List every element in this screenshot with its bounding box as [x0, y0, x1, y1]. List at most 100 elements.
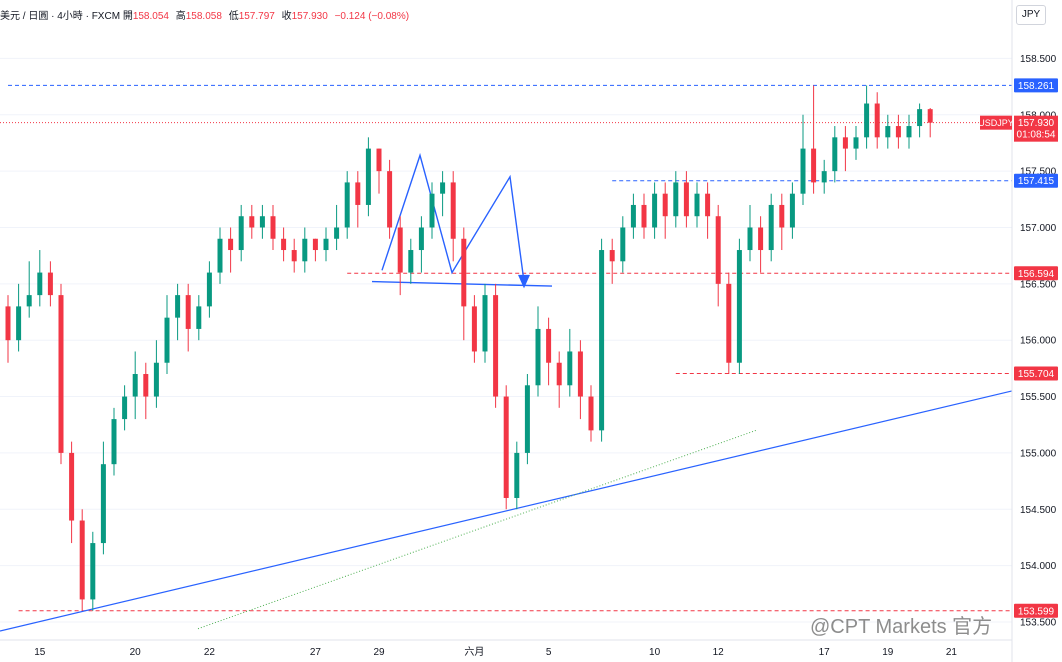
key-level-label: 153.599	[1018, 606, 1055, 617]
time-tick-label: 27	[310, 647, 322, 658]
candle-body	[408, 250, 414, 273]
candle	[768, 193, 774, 262]
candle-body	[334, 227, 340, 239]
candle	[26, 261, 32, 318]
candle-body	[630, 204, 636, 228]
candle-body	[885, 126, 891, 138]
candle-body	[789, 193, 795, 228]
candle-body	[461, 238, 467, 307]
candle-body	[662, 193, 668, 217]
time-tick-label: 21	[946, 647, 958, 658]
candle	[482, 283, 488, 363]
candle	[577, 340, 583, 420]
candle	[609, 238, 615, 284]
watermark: @CPT Markets 官方	[810, 610, 992, 639]
candle-body	[577, 351, 583, 397]
candle-body	[895, 126, 901, 138]
candle-body	[747, 227, 753, 251]
candle	[927, 108, 933, 138]
candle	[206, 261, 212, 318]
candle-body	[673, 182, 679, 217]
candle-body	[5, 306, 11, 341]
time-tick-label: 19	[882, 647, 894, 658]
candle	[630, 193, 636, 239]
timeframe[interactable]: 4小時	[57, 11, 83, 22]
candle	[853, 126, 859, 160]
close-value: 157.930	[291, 11, 328, 22]
candle-body	[228, 238, 234, 251]
candle	[100, 441, 106, 555]
high-label: 高	[175, 11, 186, 22]
candle-body	[514, 452, 520, 498]
candle-body	[47, 272, 53, 296]
low-label: 低	[228, 11, 239, 22]
candle-body	[100, 464, 106, 544]
drawings	[0, 152, 1013, 632]
low-value: 157.797	[238, 11, 275, 22]
candle	[747, 204, 753, 262]
currency-button[interactable]: JPY	[1016, 5, 1046, 25]
candle	[132, 351, 138, 420]
candle	[917, 103, 923, 138]
time-tick-label: 17	[819, 647, 831, 658]
candle-body	[376, 148, 382, 172]
key-level-label: 158.261	[1018, 81, 1055, 92]
candle	[662, 182, 668, 239]
candle-body	[503, 396, 509, 498]
price-tick-label: 156.500	[1020, 279, 1057, 290]
candle-body	[397, 227, 403, 273]
candle	[599, 238, 605, 442]
candle	[5, 295, 11, 363]
candle-body	[281, 238, 287, 251]
double-top-pattern	[381, 152, 525, 282]
candle-body	[842, 137, 848, 149]
candle	[323, 227, 329, 262]
candle-body	[111, 419, 117, 465]
candle-body	[652, 193, 658, 228]
candle	[567, 328, 573, 397]
candle-body	[588, 396, 594, 431]
grid	[0, 57, 1012, 623]
candle-body	[768, 204, 774, 251]
candle-body	[164, 317, 170, 363]
candle-body	[620, 227, 626, 262]
candle-body	[811, 148, 817, 183]
candle	[312, 238, 318, 262]
time-tick-label: 六月	[464, 646, 484, 658]
symbol-name[interactable]: 美元 / 日圓	[0, 11, 49, 22]
candle-body	[153, 362, 159, 397]
candle-body	[312, 238, 318, 251]
current-price-label: 157.930	[1018, 118, 1055, 129]
candle-body	[482, 295, 488, 352]
candle-body	[705, 193, 711, 217]
candle-body	[683, 182, 689, 217]
key-level-badge	[1014, 366, 1058, 381]
candles	[5, 85, 933, 611]
close-label: 收	[281, 11, 292, 22]
key-level-badge	[1014, 78, 1058, 93]
candle	[864, 85, 870, 149]
candle	[249, 204, 255, 239]
candle	[832, 126, 838, 183]
candle	[16, 283, 22, 352]
candle	[185, 283, 191, 352]
watermark-text: @CPT Markets 官方	[810, 616, 993, 638]
candle	[715, 204, 721, 307]
time-tick-label: 10	[649, 647, 661, 658]
candle	[111, 407, 117, 476]
candle	[418, 216, 424, 273]
arrow-head	[518, 274, 530, 289]
candle	[705, 182, 711, 239]
price-tick-label: 155.500	[1020, 392, 1057, 403]
open-value: 158.054	[132, 11, 169, 22]
candle-body	[758, 227, 764, 251]
candle-body	[291, 250, 297, 262]
candle-body	[853, 137, 859, 149]
candle	[281, 227, 287, 262]
candle-body	[535, 328, 541, 386]
candle	[164, 295, 170, 375]
candle-body	[440, 182, 446, 194]
candle-body	[906, 126, 912, 138]
candle	[69, 441, 75, 544]
